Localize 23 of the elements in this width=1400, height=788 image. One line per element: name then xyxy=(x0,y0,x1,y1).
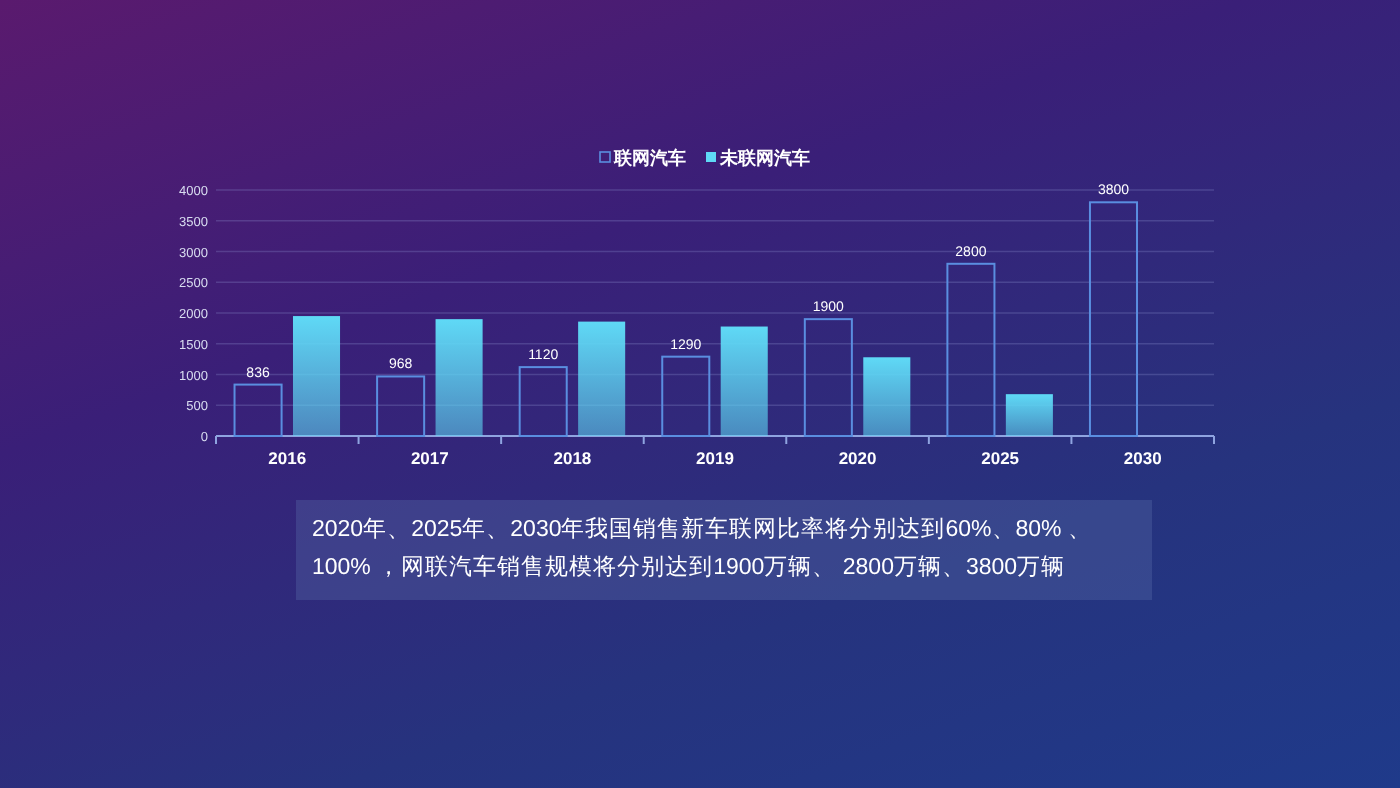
x-tick-label: 2019 xyxy=(696,448,735,468)
legend-label: 未联网汽车 xyxy=(718,148,810,168)
bar xyxy=(661,355,711,437)
bar xyxy=(435,319,483,436)
bar xyxy=(1005,394,1053,436)
bar xyxy=(946,262,996,437)
x-tick-label: 2018 xyxy=(553,448,592,468)
x-tick-label: 2017 xyxy=(410,448,450,468)
bar xyxy=(376,375,426,437)
bar xyxy=(1088,201,1139,437)
text: 2020年、2025年、2030年我国销售新车联网比率将分别达到60%、80% 、100% ，网联汽车销售规模将分别达到1900万辆、 2800万辆、3800万辆 xyxy=(312,514,1094,584)
x-tick-label: 2030 xyxy=(1123,448,1163,468)
bar xyxy=(518,366,568,437)
x-tick-label: 2016 xyxy=(268,448,307,468)
bar xyxy=(233,383,283,437)
bar xyxy=(292,316,341,436)
x-tick-label: 2025 xyxy=(981,448,1020,468)
bar xyxy=(720,326,768,436)
bar xyxy=(578,321,626,436)
x-tick-label: 2020 xyxy=(838,448,878,468)
bar xyxy=(803,318,853,437)
bar xyxy=(863,357,911,436)
legend-label: 联网汽车 xyxy=(612,148,686,168)
